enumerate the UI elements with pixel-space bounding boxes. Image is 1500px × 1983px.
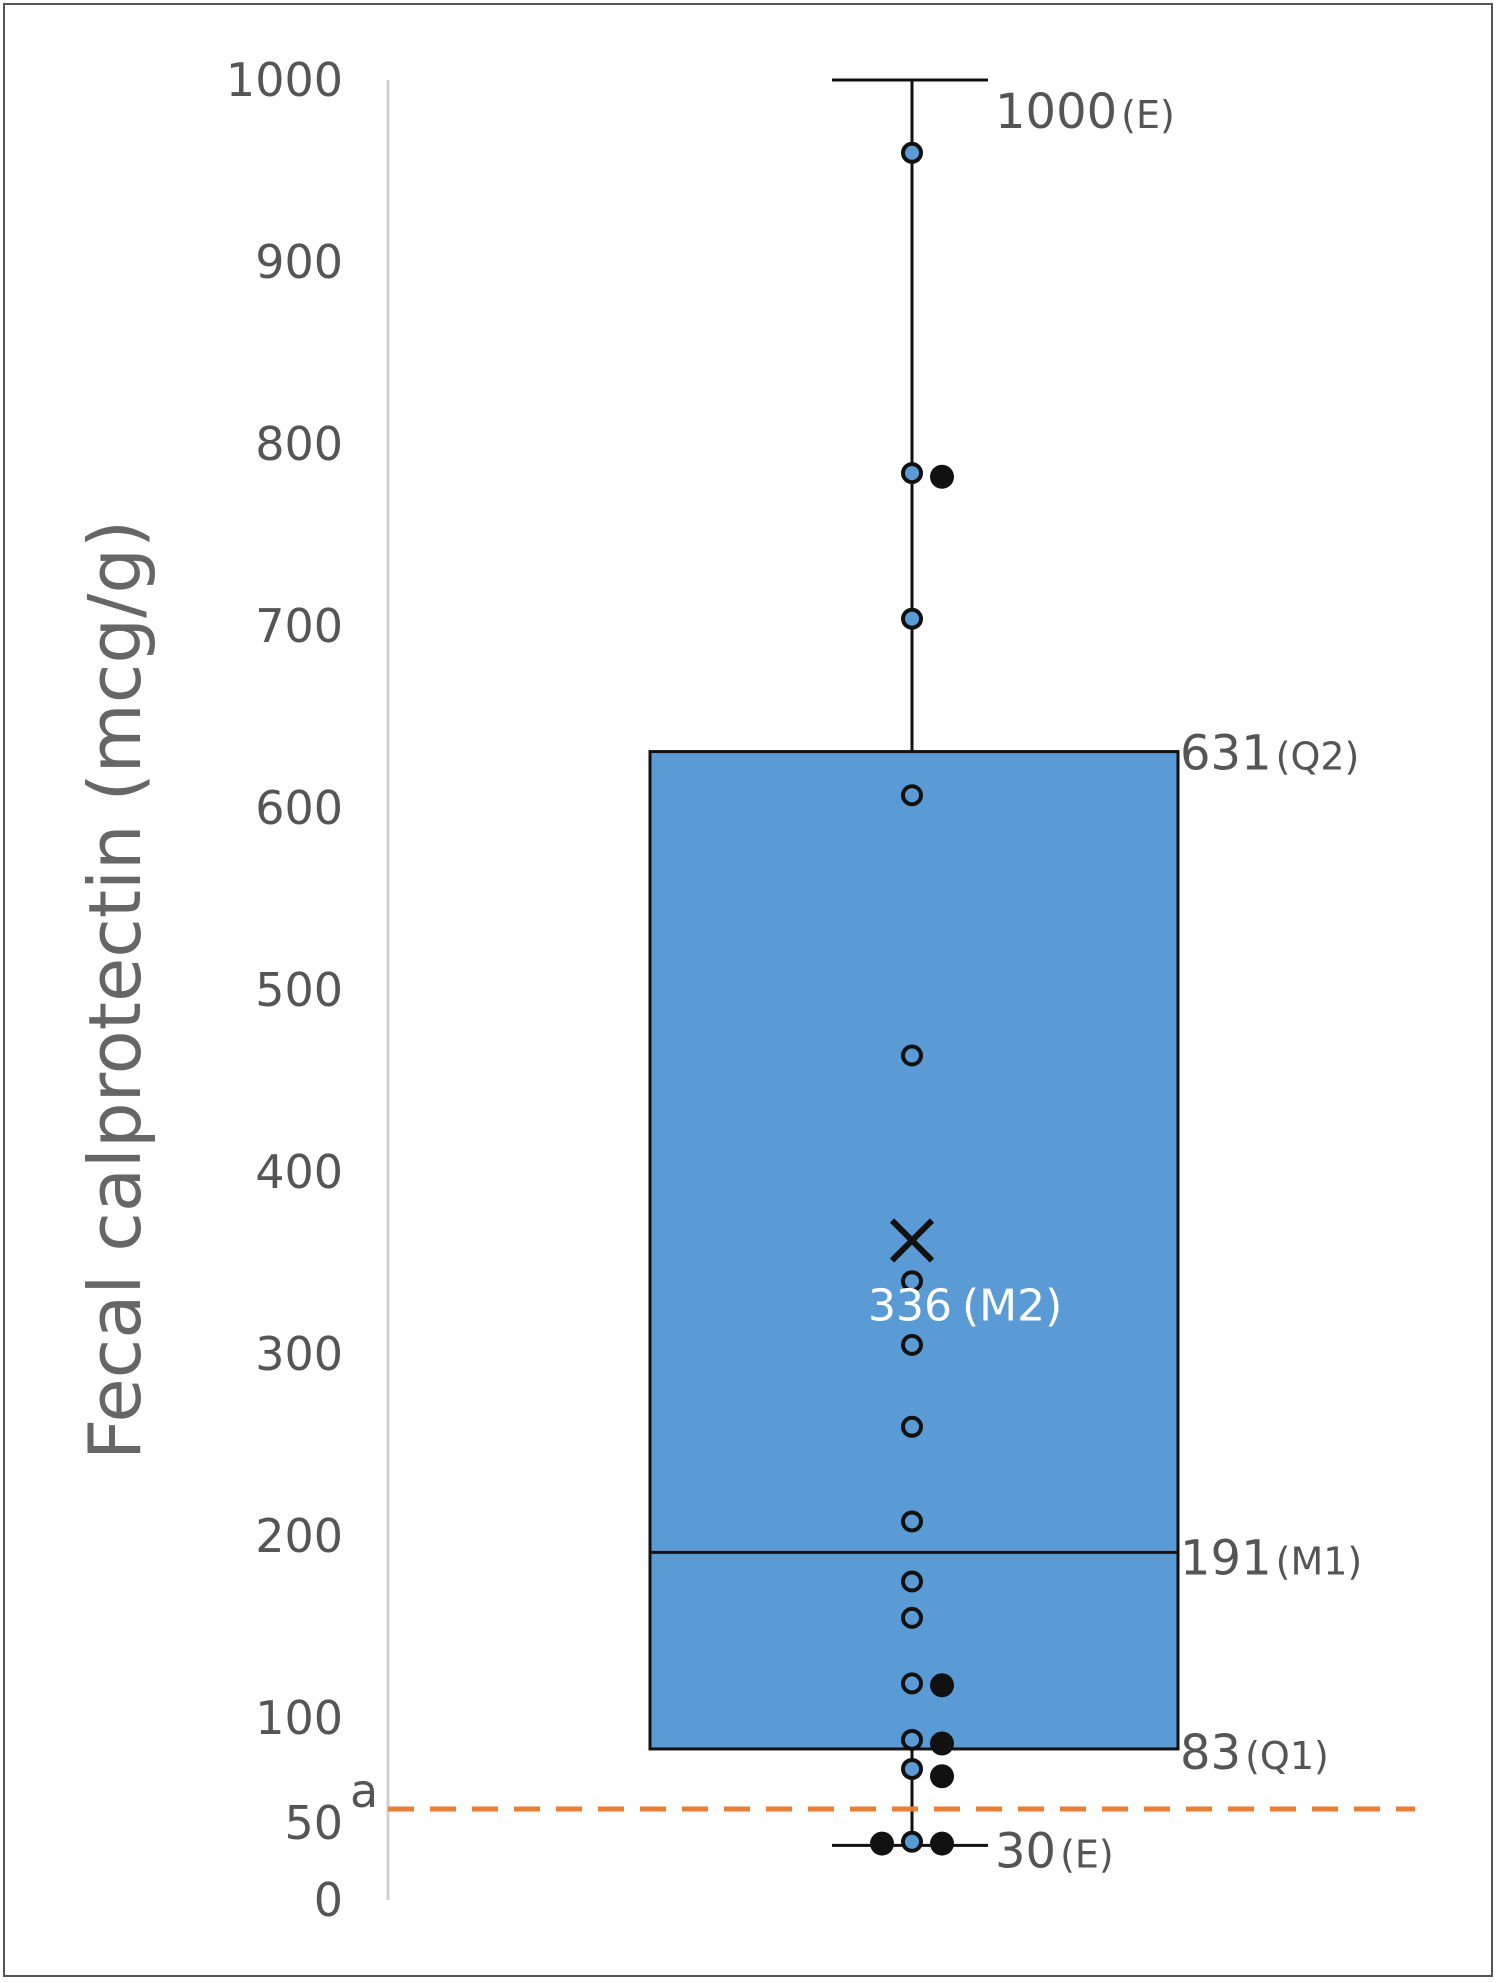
y-tick-label: 400 [255,1145,343,1199]
y-tick-superscript: a [350,1764,378,1818]
data-point-black [870,1831,894,1856]
annotation-q1-value: 83 [1180,1725,1241,1781]
y-tick-label: 300 [255,1327,343,1381]
data-point [901,607,923,630]
annotation-median-tag: (M1) [1276,1539,1363,1583]
data-point [901,1570,923,1593]
data-point [901,784,923,807]
annotation-median: 191 (M1) [1180,1530,1362,1586]
data-point [901,1757,923,1780]
annotation-mean-value: 336 [868,1280,952,1331]
annotation-whisker-high: 1000 (E) [995,84,1175,140]
y-tick-label: 500 [255,963,343,1017]
data-point [901,1510,923,1533]
y-tick-label: 1000 [226,53,343,107]
data-point-black [930,464,954,489]
annotation-q1: 83 (Q1) [1180,1725,1329,1781]
annotation-whisker-low-value: 30 [995,1823,1056,1879]
data-point [901,462,923,485]
data-point [901,1044,923,1067]
data-point-black [930,1764,954,1789]
mean-marker [889,1218,935,1263]
annotation-whisker-high-value: 1000 [995,84,1117,140]
y-axis-label: Fecal calprotectin (mcg/g) [73,520,157,1460]
data-point [901,1728,923,1751]
data-point-black [930,1731,954,1756]
iqr-box [648,750,1180,1751]
data-point [901,1672,923,1695]
data-point-black [930,1673,954,1698]
plot-area: 1000 (E)631 (Q2)191 (M1)83 (Q1)30 (E)336 (M2) [388,78,1415,1879]
data-point [901,1270,923,1293]
data-point [901,1415,923,1438]
annotation-q3: 631 (Q2) [1180,726,1359,782]
annotation-whisker-high-tag: (E) [1121,93,1175,137]
annotation-q3-value: 631 [1180,726,1272,782]
annotation-median-value: 191 [1180,1530,1272,1586]
y-tick-label: 200 [255,1509,343,1563]
y-tick-label: 700 [255,599,343,653]
data-point-black [930,1831,954,1856]
annotation-mean-tag: (M2) [962,1280,1062,1331]
y-tick-label-50: 50 [284,1796,343,1850]
y-tick-label: 0 [314,1873,343,1927]
y-tick-label: 800 [255,417,343,471]
data-point [901,1830,923,1853]
annotation-whisker-low-tag: (E) [1060,1832,1114,1876]
data-point [901,1606,923,1629]
data-point [901,1333,923,1356]
annotation-q3-tag: (Q2) [1276,735,1360,779]
y-tick-label: 600 [255,781,343,835]
y-tick-label: 900 [255,235,343,289]
annotation-whisker-low: 30 (E) [995,1823,1114,1879]
y-tick-label: 100 [255,1691,343,1745]
annotation-mean: 336 (M2) [868,1280,1062,1331]
annotation-q1-tag: (Q1) [1245,1734,1329,1778]
data-point [901,141,923,164]
